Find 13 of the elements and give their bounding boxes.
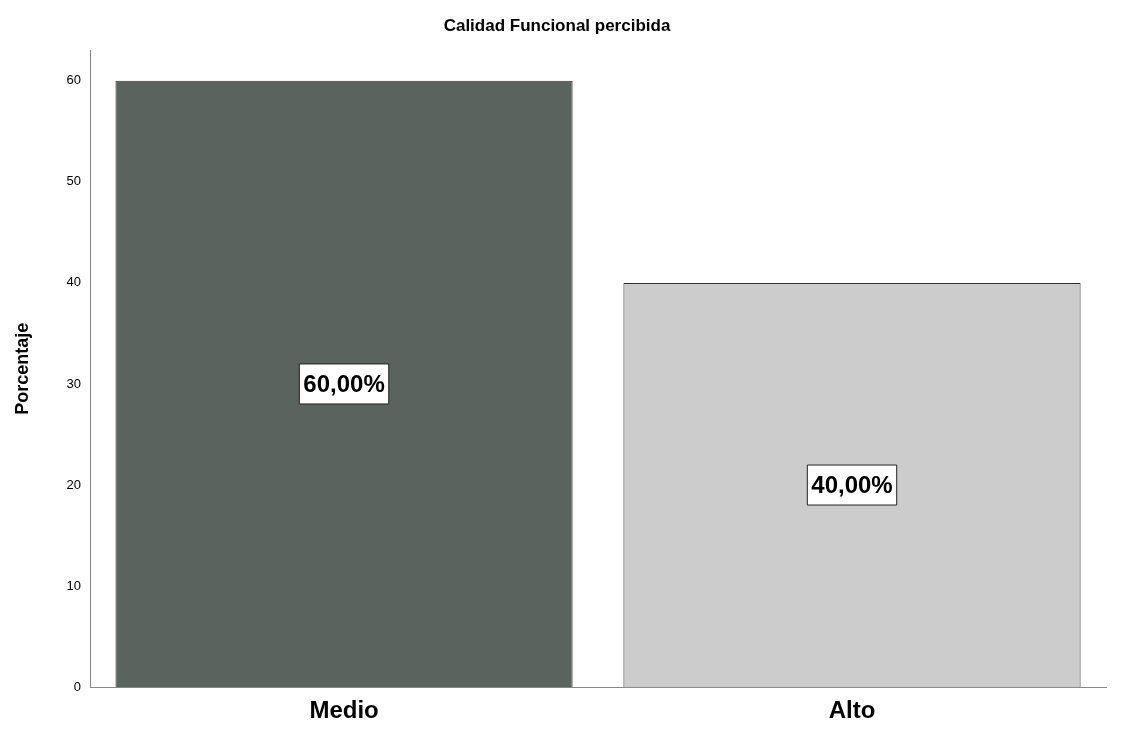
y-axis-title: Porcentaje — [11, 322, 32, 415]
x-tick-label: Medio — [309, 696, 379, 724]
chart-title: Calidad Funcional percibida — [443, 15, 671, 35]
data-label: 60,00% — [303, 369, 385, 397]
y-tick-label: 30 — [66, 375, 82, 391]
y-tick-label: 60 — [66, 72, 82, 88]
x-tick-label: Alto — [828, 696, 876, 724]
y-tick-label: 40 — [66, 274, 82, 290]
y-tick-label: 20 — [66, 476, 82, 492]
y-tick-label: 50 — [66, 173, 82, 189]
y-tick-label: 0 — [73, 678, 82, 694]
y-tick-label: 10 — [66, 577, 82, 593]
data-label: 40,00% — [811, 470, 893, 498]
